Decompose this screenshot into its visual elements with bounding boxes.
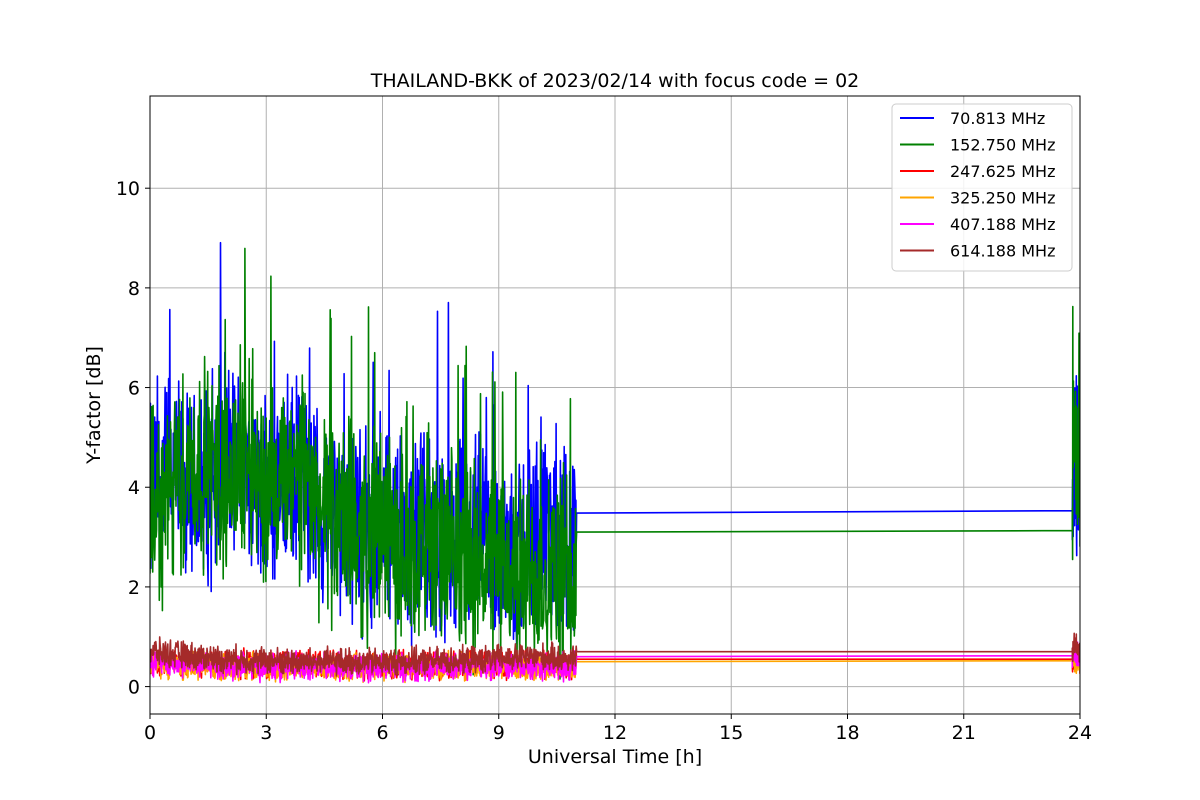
x-tick-label: 0 — [144, 722, 156, 744]
legend-label: 325.250 MHz — [950, 189, 1055, 208]
series-line — [150, 247, 1080, 680]
legend-label: 247.625 MHz — [950, 162, 1055, 181]
legend-box — [891, 103, 1073, 272]
x-tick-label: 6 — [376, 722, 388, 744]
x-tick-label: 9 — [493, 722, 505, 744]
x-tick-label: 15 — [719, 722, 743, 744]
legend-label: 70.813 MHz — [950, 109, 1045, 128]
y-tick-label: 8 — [128, 278, 140, 300]
legend: 70.813 MHz 152.750 MHz 247.625 MHz 325.250 … — [891, 103, 1073, 272]
x-tick-label: 3 — [260, 722, 272, 744]
series-layer — [150, 241, 1080, 684]
legend-label: 407.188 MHz — [950, 215, 1055, 234]
legend-label: 614.188 MHz — [950, 242, 1055, 261]
x-tick-label: 24 — [1068, 722, 1092, 744]
x-tick-label: 12 — [603, 722, 627, 744]
y-tick-label: 0 — [128, 677, 140, 699]
y-tick-label: 10 — [116, 178, 140, 200]
legend-label: 152.750 MHz — [950, 136, 1055, 155]
y-tick-label: 4 — [128, 477, 140, 499]
y-tick-label: 2 — [128, 577, 140, 599]
series-line — [150, 632, 1080, 677]
chart-title: THAILAND-BKK of 2023/02/14 with focus co… — [370, 70, 860, 92]
y-axis-label: Y-factor [dB] — [83, 346, 105, 465]
x-tick-label: 21 — [952, 722, 976, 744]
y-tick-label: 6 — [128, 378, 140, 400]
x-axis-label: Universal Time [h] — [528, 746, 702, 768]
x-tick-label: 18 — [835, 722, 859, 744]
